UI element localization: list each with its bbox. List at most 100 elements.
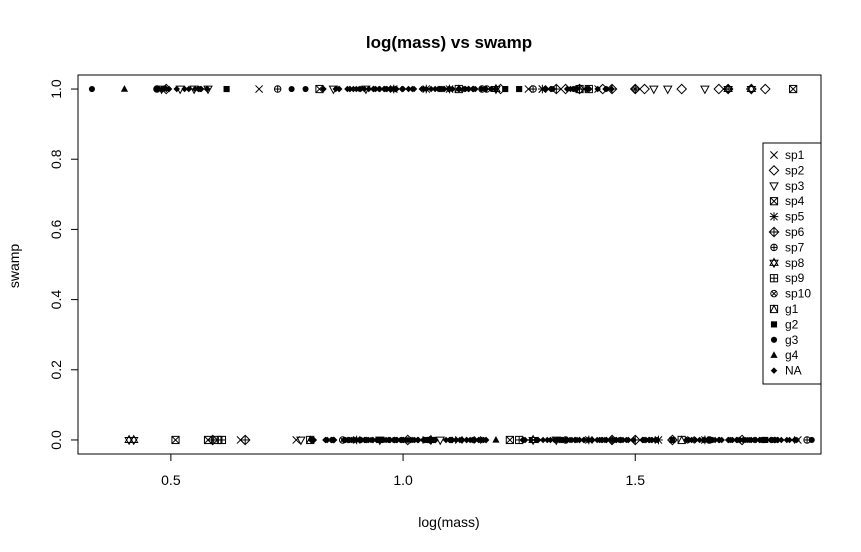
data-point-NA <box>708 436 716 444</box>
legend-label-sp4: sp4 <box>785 194 805 208</box>
data-point-NA <box>410 85 418 93</box>
data-point-NA <box>375 436 383 444</box>
legend-symbol-sp1 <box>770 151 778 159</box>
data-point-NA <box>356 436 364 444</box>
data-point-g2 <box>223 85 230 93</box>
data-point-NA <box>390 436 397 444</box>
legend-label-sp8: sp8 <box>785 256 805 270</box>
data-point-NA <box>527 436 535 444</box>
data-point-NA <box>549 85 557 93</box>
data-point-NA <box>589 436 596 444</box>
y-tick-label: 0.2 <box>48 360 64 380</box>
data-point-sp3 <box>435 436 446 446</box>
data-point-NA <box>487 85 495 93</box>
data-point-NA <box>607 436 614 444</box>
data-point-NA <box>362 436 369 444</box>
data-point-NA <box>696 436 703 444</box>
plot-frame <box>77 74 822 455</box>
data-point-g3 <box>302 85 309 93</box>
legend-label-sp6: sp6 <box>785 225 805 239</box>
legend-label-sp7: sp7 <box>785 240 805 254</box>
data-point-NA <box>191 85 199 93</box>
legend-symbol-g2 <box>770 321 778 328</box>
data-point-NA <box>584 436 592 444</box>
data-point-g2 <box>516 85 523 93</box>
data-point-NA <box>328 436 336 444</box>
legend-symbol-sp10 <box>770 289 778 298</box>
data-point-NA <box>320 85 327 93</box>
data-point-NA <box>583 85 590 93</box>
data-point-sp8 <box>124 434 134 446</box>
data-point-NA <box>344 85 351 93</box>
data-point-NA <box>470 436 477 444</box>
data-point-NA <box>778 436 785 444</box>
data-point-NA <box>599 436 606 444</box>
data-point-NA <box>335 85 343 93</box>
data-point-sp2 <box>639 83 650 95</box>
data-point-NA <box>630 436 637 444</box>
legend-symbol-g4 <box>770 351 778 358</box>
data-point-NA <box>786 436 793 444</box>
data-point-NA <box>593 436 601 444</box>
data-point-g2 <box>502 85 509 93</box>
data-point-NA <box>340 436 348 444</box>
data-point-NA <box>761 436 769 444</box>
data-point-sp2 <box>745 83 757 95</box>
y-tick-label: 0.4 <box>48 290 64 310</box>
data-point-NA <box>355 85 363 93</box>
legend-symbol-g1 <box>769 304 779 314</box>
data-point-NA <box>617 436 625 444</box>
data-point-NA <box>750 436 758 444</box>
data-point-sp2 <box>759 83 771 95</box>
data-point-NA <box>173 85 180 93</box>
data-point-NA <box>725 436 733 444</box>
data-point-NA <box>365 85 373 93</box>
x-axis-label: log(mass) <box>418 514 479 530</box>
data-point-sp7 <box>529 85 537 93</box>
data-point-NA <box>465 85 473 93</box>
data-point-NA <box>369 436 377 444</box>
data-point-NA <box>323 436 331 444</box>
data-point-NA <box>197 85 204 93</box>
data-point-NA <box>539 436 547 444</box>
data-point-NA <box>398 436 405 444</box>
data-point-sp1 <box>255 85 264 93</box>
data-point-NA <box>422 436 430 444</box>
data-point-NA <box>427 85 435 93</box>
y-axis: 0.0 0.2 0.4 0.6 0.8 1.0 <box>48 79 79 450</box>
data-point-NA <box>491 85 499 93</box>
data-point-NA <box>449 85 456 93</box>
data-point-sp2 <box>676 83 688 95</box>
data-point-NA <box>683 436 690 444</box>
data-point-NA <box>414 436 421 444</box>
data-point-sp4 <box>171 435 180 445</box>
data-point-NA <box>642 436 649 444</box>
legend-symbol-sp9 <box>769 274 779 283</box>
data-point-sp6 <box>722 83 734 95</box>
data-point-NA <box>653 436 661 444</box>
data-point-sp2 <box>713 83 725 95</box>
data-point-g3 <box>808 436 815 444</box>
data-point-NA <box>533 436 540 444</box>
data-point-NA <box>556 436 563 444</box>
data-point-NA <box>746 436 754 444</box>
y-tick-label: 1.0 <box>48 79 64 99</box>
data-point-NA <box>460 85 468 93</box>
data-point-NA <box>332 85 339 93</box>
x-axis: 0.5 1.0 1.5 <box>161 453 645 488</box>
data-point-NA <box>361 85 368 93</box>
legend-symbol-sp5 <box>769 212 779 221</box>
data-point-sp8 <box>746 83 757 95</box>
data-point-NA <box>385 436 392 444</box>
data-point-NA <box>648 436 655 444</box>
data-point-NA <box>458 436 466 444</box>
data-point-NA <box>569 85 577 93</box>
data-point-g3 <box>153 85 161 93</box>
data-point-sp10 <box>631 85 639 93</box>
data-point-NA <box>568 436 576 444</box>
legend-symbol-NA <box>770 367 778 374</box>
y-axis-label: swamp <box>6 244 22 289</box>
data-point-NA <box>519 436 526 444</box>
data-point-sp3 <box>662 85 673 95</box>
data-point-NA <box>791 436 798 444</box>
